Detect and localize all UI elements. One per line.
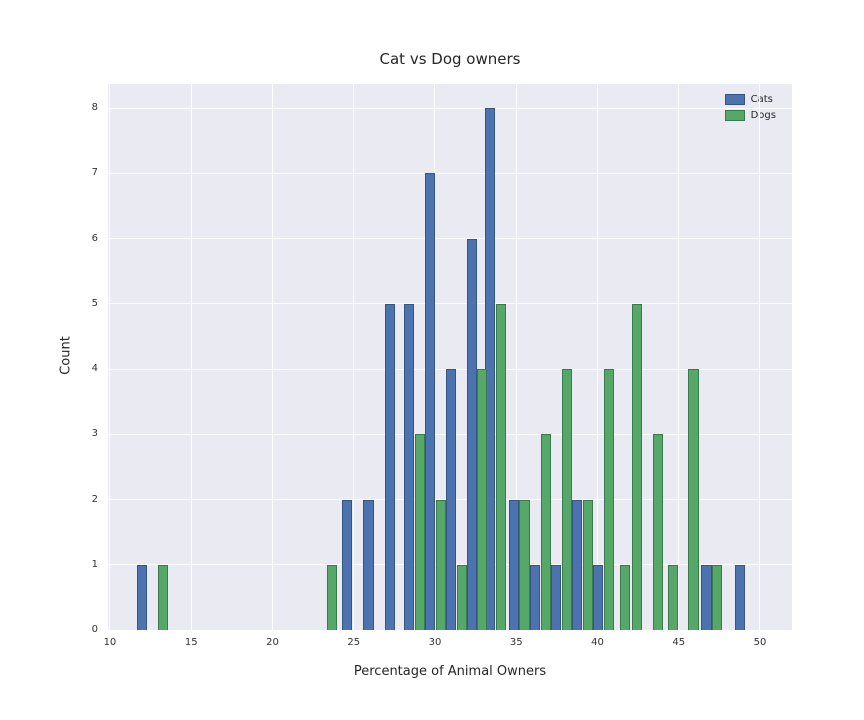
cats-bar (734, 564, 745, 630)
cats-bar (425, 173, 436, 630)
dogs-bar (688, 369, 699, 630)
y-tick-label: 5 (91, 297, 98, 309)
gridline-vertical (353, 84, 355, 630)
gridline-horizontal (108, 172, 792, 174)
dogs-bar (620, 564, 631, 630)
gridline-horizontal (108, 629, 792, 631)
gridline-vertical (596, 84, 598, 630)
dogs-bar (561, 369, 572, 630)
gridline-vertical (271, 84, 273, 630)
chart-title: Cat vs Dog owners (379, 50, 521, 68)
dogs-bar (495, 303, 506, 630)
gridline-vertical (190, 84, 192, 630)
dogs-bar (435, 499, 446, 630)
y-tick-label: 6 (91, 232, 98, 244)
gridline-vertical (109, 84, 111, 630)
dogs-bar (540, 434, 551, 630)
dogs-bar (668, 564, 679, 630)
legend-item-cats: Cats (724, 93, 776, 105)
dogs-bar (157, 564, 168, 630)
dogs-bar (326, 564, 337, 630)
cats-bar (466, 238, 477, 630)
cats-bar (551, 564, 562, 630)
cats-bar (363, 499, 374, 630)
dogs-bar (582, 499, 593, 630)
cats-bar (136, 564, 147, 630)
x-tick-label: 15 (184, 637, 198, 648)
legend-item-dogs: Dogs (724, 109, 776, 121)
x-axis-label: Percentage of Animal Owners (353, 664, 547, 679)
x-tick-label: 10 (103, 637, 117, 648)
cats-bar (404, 303, 415, 630)
y-tick-label: 8 (91, 102, 98, 114)
dogs-bar (712, 564, 723, 630)
gridline-vertical (759, 84, 761, 630)
dogs-bar (631, 303, 642, 630)
cats-bar (530, 564, 541, 630)
dogs-bar (603, 369, 615, 630)
y-tick-label: 0 (91, 624, 98, 635)
dogs-bar (652, 434, 663, 630)
cats-bar (508, 499, 519, 630)
y-tick-label: 3 (91, 428, 98, 440)
dogs-swatch-icon (724, 110, 745, 121)
x-tick-label: 20 (266, 637, 279, 648)
x-tick-label: 40 (591, 637, 604, 648)
cats-bar (485, 108, 496, 630)
y-tick-label: 2 (91, 493, 98, 505)
x-tick-label: 30 (428, 637, 442, 648)
cats-legend-label: Cats (750, 93, 773, 105)
cats-bar (701, 564, 712, 630)
plot-area: Cats Dogs (108, 84, 792, 631)
x-tick-label: 45 (672, 637, 686, 648)
cats-bar (593, 564, 604, 630)
x-tick-label: 35 (509, 637, 523, 648)
y-tick-label: 1 (91, 558, 98, 570)
x-tick-label: 50 (753, 637, 767, 648)
gridline-horizontal (108, 303, 792, 305)
cats-bar (342, 499, 353, 630)
cats-bar (446, 369, 457, 630)
gridline-horizontal (108, 238, 792, 240)
gridline-vertical (678, 84, 680, 630)
legend: Cats Dogs (724, 93, 776, 121)
dogs-bar (477, 369, 488, 630)
cats-bar (384, 303, 395, 630)
y-tick-label: 7 (91, 167, 98, 179)
dogs-bar (414, 434, 425, 630)
gridline-horizontal (108, 107, 792, 109)
gridline-vertical (515, 84, 517, 630)
cats-swatch-icon (724, 94, 745, 105)
x-tick-label: 25 (347, 637, 361, 648)
dogs-bar (456, 564, 467, 630)
cats-bar (572, 499, 583, 630)
y-tick-label: 4 (91, 363, 98, 375)
dogs-legend-label: Dogs (750, 109, 776, 121)
dogs-bar (519, 499, 530, 630)
